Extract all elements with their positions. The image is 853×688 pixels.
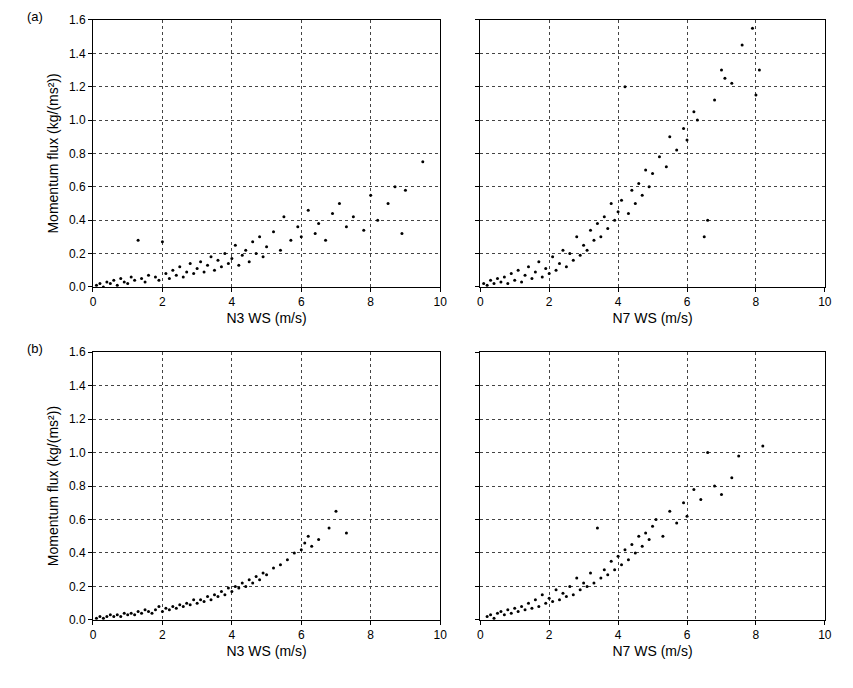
svg-text:2: 2 [159, 628, 166, 642]
svg-text:0.0: 0.0 [69, 280, 86, 294]
svg-text:Momentum flux (kg/(ms²)): Momentum flux (kg/(ms²)) [45, 73, 61, 233]
svg-text:1.4: 1.4 [69, 379, 86, 393]
svg-text:8: 8 [367, 295, 374, 309]
svg-text:1.2: 1.2 [69, 412, 86, 426]
svg-text:0.6: 0.6 [69, 180, 86, 194]
svg-text:2: 2 [159, 295, 166, 309]
svg-text:1.2: 1.2 [69, 80, 86, 94]
svg-text:8: 8 [753, 628, 760, 642]
svg-text:0.0: 0.0 [69, 613, 86, 627]
svg-text:N7 WS (m/s): N7 WS (m/s) [612, 643, 692, 659]
svg-text:0.2: 0.2 [69, 580, 86, 594]
svg-text:6: 6 [684, 295, 691, 309]
svg-text:1.4: 1.4 [69, 47, 86, 61]
svg-text:1.0: 1.0 [69, 113, 86, 127]
svg-text:0.4: 0.4 [69, 546, 86, 560]
svg-text:1.0: 1.0 [69, 446, 86, 460]
svg-text:0.8: 0.8 [69, 479, 86, 493]
svg-text:2: 2 [546, 628, 553, 642]
svg-text:4: 4 [615, 295, 622, 309]
svg-text:1.6: 1.6 [69, 13, 86, 27]
svg-text:10: 10 [818, 295, 832, 309]
svg-text:0: 0 [477, 628, 484, 642]
svg-text:N7 WS (m/s): N7 WS (m/s) [612, 310, 692, 326]
svg-text:(b): (b) [27, 341, 43, 356]
svg-text:8: 8 [753, 295, 760, 309]
svg-text:6: 6 [298, 295, 305, 309]
svg-text:0.4: 0.4 [69, 213, 86, 227]
svg-text:2: 2 [546, 295, 553, 309]
svg-text:8: 8 [367, 628, 374, 642]
svg-text:6: 6 [684, 628, 691, 642]
svg-text:0: 0 [90, 295, 97, 309]
svg-text:0: 0 [477, 295, 484, 309]
svg-text:6: 6 [298, 628, 305, 642]
svg-text:10: 10 [433, 295, 447, 309]
svg-text:0: 0 [90, 628, 97, 642]
svg-text:4: 4 [229, 628, 236, 642]
svg-text:4: 4 [615, 628, 622, 642]
svg-text:Momentum flux (kg/(ms²)): Momentum flux (kg/(ms²)) [45, 406, 61, 566]
svg-text:(a): (a) [27, 9, 43, 24]
svg-text:1.6: 1.6 [69, 345, 86, 359]
svg-text:0.8: 0.8 [69, 147, 86, 161]
svg-text:0.2: 0.2 [69, 247, 86, 261]
svg-text:10: 10 [433, 628, 447, 642]
svg-text:0.6: 0.6 [69, 513, 86, 527]
svg-text:N3 WS (m/s): N3 WS (m/s) [227, 310, 307, 326]
svg-text:N3 WS (m/s): N3 WS (m/s) [227, 643, 307, 659]
svg-text:10: 10 [818, 628, 832, 642]
svg-text:4: 4 [229, 295, 236, 309]
